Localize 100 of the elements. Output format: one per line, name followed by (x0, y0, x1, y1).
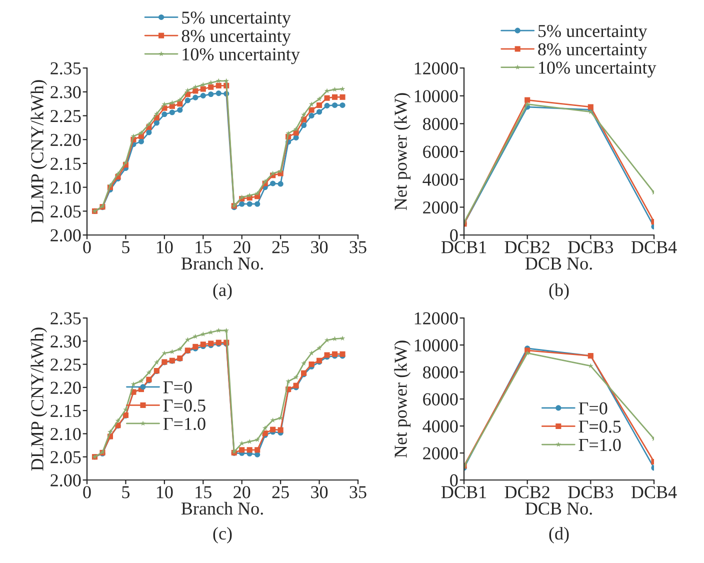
y-tick-label: 6000 (423, 146, 458, 158)
legend-label: 10% uncertainty (539, 62, 656, 78)
point (246, 201, 252, 207)
point (239, 201, 245, 207)
x-tick-label: 0 (83, 241, 91, 254)
point (286, 378, 291, 384)
point (108, 429, 113, 434)
y-tick-label: 2.30 (50, 335, 81, 348)
x-tick-label: DCB1 (441, 241, 486, 254)
point (278, 427, 284, 433)
x-tick-label: 20 (234, 241, 250, 254)
point (308, 350, 314, 356)
point (524, 350, 530, 356)
point (177, 97, 183, 102)
y-tick-label: 2.25 (50, 110, 81, 122)
y-tick-label: 2.15 (50, 404, 81, 418)
legend-label: 5% uncertainty (182, 12, 291, 28)
y-tick-label: 2.20 (50, 134, 81, 146)
point (184, 98, 190, 104)
point (123, 160, 128, 165)
legend-label: Γ=1.0 (578, 438, 621, 452)
legend-label: Γ=1.0 (163, 418, 206, 430)
point (278, 415, 284, 420)
point (254, 447, 260, 453)
y-tick-label: 2000 (423, 201, 458, 214)
x-tick-label: 35 (350, 241, 366, 254)
x-tick-label: DCB1 (441, 486, 486, 498)
y-tick-label: 4000 (422, 174, 458, 186)
x-tick-label: DCB2 (504, 486, 550, 498)
text: (a) (213, 283, 232, 300)
point (239, 447, 245, 453)
point (270, 180, 276, 186)
point (262, 178, 268, 184)
x-tick-label: DCB4 (631, 486, 677, 498)
point (278, 168, 284, 174)
point (316, 96, 322, 102)
point (146, 122, 152, 127)
point (200, 92, 206, 98)
y-tick-label: 10000 (414, 339, 458, 352)
point (162, 101, 168, 107)
point (146, 130, 152, 136)
point (293, 126, 299, 132)
y-tick-label: 8000 (423, 118, 458, 130)
point (340, 102, 346, 108)
x-tick-label: 15 (196, 486, 212, 498)
point (216, 82, 222, 88)
point (169, 110, 175, 116)
point (588, 104, 594, 110)
x-axis-title: DCB No. (525, 502, 592, 515)
x-tick-label: 30 (311, 241, 328, 254)
x-tick-label: DCB4 (631, 241, 677, 254)
point (332, 102, 338, 108)
point (524, 101, 530, 106)
y-tick-label: 2.15 (50, 158, 81, 170)
point (154, 120, 160, 126)
x-tick-label: 5 (122, 241, 130, 254)
legend-label: Γ=0.5 (578, 420, 621, 433)
point (216, 78, 222, 84)
point (177, 101, 183, 107)
y-tick-label: 2.35 (50, 312, 81, 325)
point (324, 95, 330, 101)
y-tick-label: 2.10 (50, 428, 81, 440)
legend-label: Γ=0.5 (163, 399, 206, 412)
x-tick-label: 10 (156, 486, 173, 498)
point (324, 102, 330, 108)
text: (c) (213, 526, 232, 544)
y-axis-title: DLMP (CNY/kWh) (30, 328, 48, 471)
point (154, 111, 160, 116)
point (162, 112, 168, 118)
x-tick-label: 25 (272, 241, 289, 254)
x-tick-label: DCB3 (568, 486, 614, 498)
y-tick-label: 2.05 (50, 451, 81, 464)
point (216, 90, 222, 96)
x-tick-label: 25 (272, 486, 289, 498)
point (115, 171, 121, 176)
y-tick-label: 8000 (423, 366, 458, 378)
y-tick-label: 2.25 (50, 358, 81, 371)
x-tick-label: DCB2 (504, 241, 550, 254)
point (308, 112, 314, 118)
x-tick-label: 5 (122, 486, 130, 498)
x-axis-title: Branch No. (181, 256, 263, 270)
point (138, 130, 144, 136)
point (293, 374, 299, 380)
x-tick-label: DCB3 (568, 241, 614, 254)
legend-label: 8% uncertainty (538, 43, 648, 60)
y-tick-label: 6000 (423, 393, 458, 406)
point (301, 122, 307, 128)
y-tick-label: 2.30 (50, 86, 81, 98)
point (208, 91, 214, 98)
point (108, 182, 113, 188)
point (224, 78, 230, 84)
point (123, 406, 128, 412)
point (254, 190, 260, 196)
point (324, 337, 330, 342)
point (524, 97, 530, 103)
point (208, 84, 214, 90)
y-tick-label: 10000 (414, 90, 458, 102)
y-tick-label: 2.10 (50, 182, 81, 194)
x-axis-title: Branch No. (181, 502, 263, 515)
y-tick-label: 2.05 (50, 205, 81, 218)
